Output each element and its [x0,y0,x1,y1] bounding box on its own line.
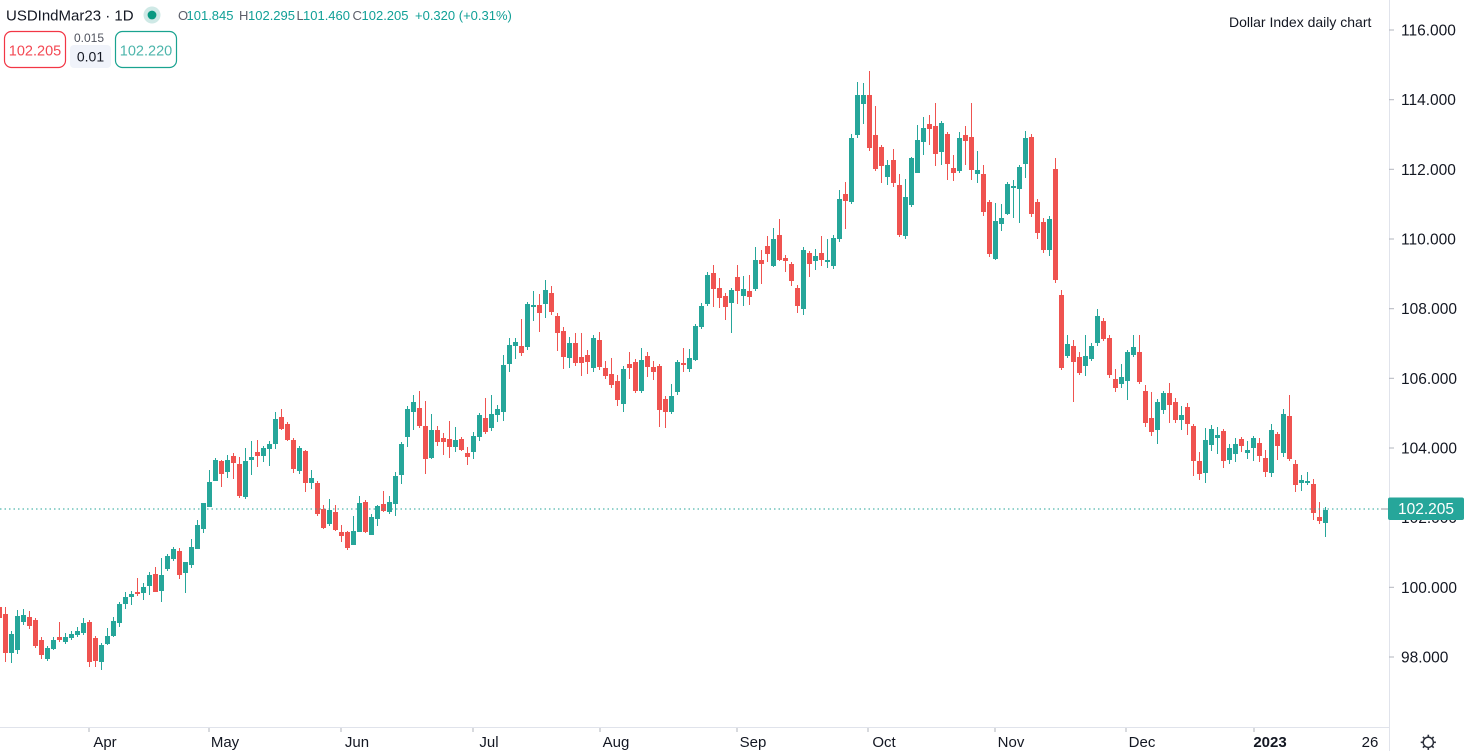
svg-text:Nov: Nov [998,734,1025,751]
svg-text:0.01: 0.01 [77,49,104,65]
svg-text:101.845: 101.845 [187,8,234,23]
svg-text:H: H [239,8,248,23]
svg-text:102.295: 102.295 [248,8,295,23]
svg-text:Jul: Jul [479,734,498,751]
svg-text:104.000: 104.000 [1401,441,1457,458]
svg-text:101.460: 101.460 [303,8,350,23]
svg-text:26: 26 [1362,734,1379,751]
svg-text:102.205: 102.205 [1398,501,1454,518]
svg-text:102.205: 102.205 [9,44,61,60]
svg-text:Apr: Apr [93,734,116,751]
svg-text:USDIndMar23 · 1D: USDIndMar23 · 1D [6,8,134,25]
svg-text:98.000: 98.000 [1401,650,1449,667]
svg-text:106.000: 106.000 [1401,371,1457,388]
svg-text:C: C [353,8,362,23]
svg-text:+0.320 (+0.31%): +0.320 (+0.31%) [415,8,512,23]
svg-text:Dec: Dec [1129,734,1156,751]
svg-text:102.220: 102.220 [120,44,172,60]
svg-text:108.000: 108.000 [1401,301,1457,318]
svg-text:112.000: 112.000 [1401,162,1456,179]
svg-text:Aug: Aug [603,734,630,751]
svg-text:116.000: 116.000 [1401,23,1456,40]
svg-text:Sep: Sep [740,734,767,751]
svg-text:May: May [211,734,240,751]
svg-text:114.000: 114.000 [1401,92,1456,109]
svg-text:Oct: Oct [872,734,896,751]
svg-text:Jun: Jun [345,734,369,751]
svg-text:110.000: 110.000 [1401,232,1456,249]
svg-text:L: L [297,8,304,23]
svg-text:100.000: 100.000 [1401,580,1457,597]
svg-text:2023: 2023 [1253,734,1286,751]
svg-text:102.205: 102.205 [362,8,409,23]
svg-text:Dollar Index daily chart: Dollar Index daily chart [1229,14,1372,30]
svg-text:O: O [178,8,188,23]
svg-text:0.015: 0.015 [74,31,104,45]
